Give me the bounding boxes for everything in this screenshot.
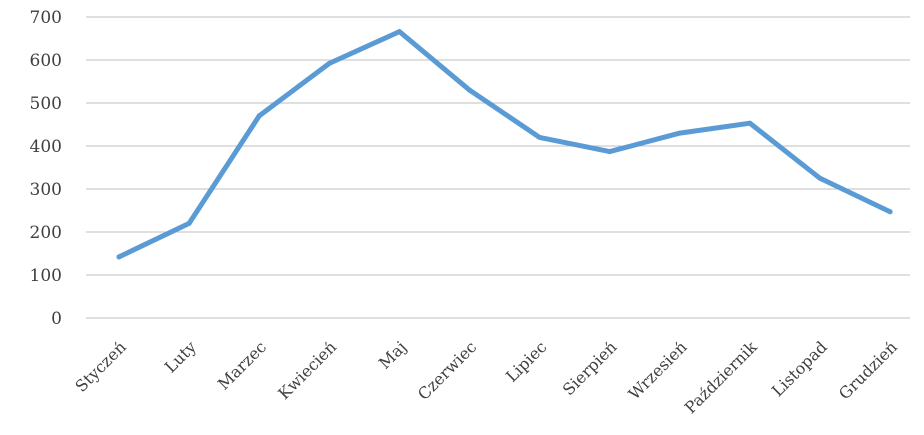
y-tick-label: 0 [51, 309, 62, 329]
data-point [817, 175, 823, 181]
data-point [467, 87, 472, 93]
x-tick-label: Maj [375, 337, 410, 372]
data-point [537, 134, 543, 140]
data-point [326, 60, 332, 66]
y-tick-label: 100 [30, 266, 62, 286]
x-tick-label: Grudzień [835, 337, 901, 403]
series-layer [116, 29, 893, 260]
x-tick-label: Styczeń [71, 337, 129, 395]
x-tick-label: Czerwiec [414, 337, 481, 404]
y-tick-label: 700 [30, 8, 62, 28]
data-point [677, 130, 683, 136]
x-tick-label: Listopad [768, 337, 831, 400]
data-point [186, 220, 192, 226]
y-tick-label: 500 [30, 94, 62, 114]
x-tick-label: Październik [681, 337, 761, 417]
x-tick-label: Wrzesień [625, 337, 691, 403]
x-tick-label: Kwiecień [274, 337, 340, 403]
x-tick-label: Lipiec [502, 337, 550, 385]
y-tick-label: 600 [30, 51, 62, 71]
data-point [887, 209, 893, 215]
x-tick-label: Marzec [214, 337, 270, 393]
data-point [747, 120, 753, 126]
x-tick-label: Sierpień [559, 337, 621, 399]
x-tick-label: Luty [161, 337, 200, 376]
data-point [607, 149, 613, 155]
y-tick-label: 300 [30, 180, 62, 200]
series-line [116, 29, 893, 260]
y-tick-label: 400 [30, 137, 62, 157]
y-axis-ticks: 0 100 200 300 400 500 600 700 [30, 8, 62, 329]
data-point [396, 29, 402, 35]
gridlines [86, 16, 910, 319]
x-axis-ticks: Styczeń Luty Marzec Kwiecień Maj Czerwiec Lipi… [71, 337, 901, 417]
y-tick-label: 200 [30, 223, 62, 243]
data-point [116, 254, 122, 260]
data-point [256, 113, 262, 119]
